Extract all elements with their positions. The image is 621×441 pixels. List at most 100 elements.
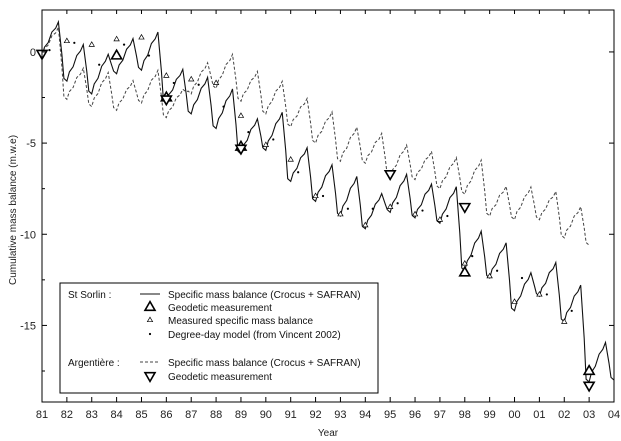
x-tick-label: 96 <box>409 409 421 421</box>
degree-day-point <box>371 207 374 210</box>
degree-day-point <box>545 293 548 296</box>
geodetic-marker-argentiere <box>234 144 248 156</box>
x-tick-label: 93 <box>334 409 346 421</box>
x-tick-label: 85 <box>135 409 147 421</box>
y-tick-label: 0 <box>30 47 36 59</box>
measured-balance-marker <box>113 35 120 42</box>
degree-day-point <box>122 43 126 46</box>
degree-day-point <box>147 54 151 57</box>
geodetic-marker-argentiere <box>582 381 596 393</box>
y-tick-label: -5 <box>26 138 36 150</box>
measured-balance-marker <box>337 210 344 217</box>
measured-balance-marker <box>237 112 245 118</box>
degree-day-point <box>73 41 76 44</box>
x-tick-label: 97 <box>434 409 446 421</box>
measured-balance-marker <box>312 192 319 199</box>
measured-balance-marker <box>262 141 270 147</box>
measured-balance-marker <box>362 221 369 228</box>
measured-balance-marker <box>511 298 518 304</box>
measured-balance-marker <box>411 210 419 217</box>
degree-day-point <box>446 214 449 218</box>
legend-entry: Specific mass balance (Crocus + SAFRAN) <box>168 290 361 301</box>
legend-entry: Geodetic measurement <box>168 303 272 314</box>
degree-day-point <box>421 209 424 212</box>
x-tick-label: 81 <box>36 409 48 421</box>
x-tick-label: 04 <box>608 409 620 421</box>
geodetic-marker-st-sorlin <box>110 48 123 60</box>
measured-balance-marker <box>287 156 294 162</box>
x-tick-label: 87 <box>185 409 197 421</box>
degree-day-point <box>48 49 51 52</box>
degree-day-point <box>570 309 573 312</box>
plot-lines <box>41 19 615 383</box>
legend-entry: Geodetic measurement <box>168 372 272 383</box>
legend-entry: Specific mass balance (Crocus + SAFRAN) <box>168 358 361 369</box>
measured-balance-marker <box>461 259 468 266</box>
x-tick-label: 82 <box>61 409 73 421</box>
geodetic-marker-argentiere <box>458 202 472 214</box>
y-tick-label: -15 <box>20 320 36 332</box>
legend-swatch-measured <box>146 316 154 323</box>
geodetic-marker-argentiere <box>159 95 173 107</box>
geodetic-marker-st-sorlin <box>458 265 472 277</box>
plot-frame <box>41 9 615 403</box>
legend-swatch-dot <box>148 332 152 336</box>
x-tick-label: 92 <box>309 409 321 421</box>
x-tick-label: 84 <box>110 409 122 421</box>
x-tick-label: 88 <box>210 409 222 421</box>
degree-day-point <box>247 131 250 134</box>
measured-balance-marker <box>561 318 568 324</box>
legend-entry: Measured specific mass balance <box>168 316 314 327</box>
x-tick-label: 90 <box>260 409 272 421</box>
series-st-sorlin-line <box>41 19 615 383</box>
legend-group-label: St Sorlin : <box>68 290 111 301</box>
x-tick-label: 95 <box>384 409 396 421</box>
y-axis-title: Cumulative mass balance (m.w.e) <box>8 135 19 285</box>
x-tick-label: 00 <box>508 409 520 421</box>
x-axis-title: Year <box>318 428 339 439</box>
degree-day-point <box>321 194 325 198</box>
geodetic-marker-argentiere <box>383 170 397 182</box>
measured-balance-marker <box>63 37 71 44</box>
geodetic-marker-st-sorlin <box>582 364 596 376</box>
x-tick-label: 83 <box>86 409 98 421</box>
x-tick-label: 98 <box>459 409 471 421</box>
axis-ticks: 81 82 83 84 85 86 87 88 89 90 91 92 93 94 95 96 97 98 99 00… <box>20 10 620 421</box>
degree-day-point <box>222 105 225 108</box>
degree-day-point <box>172 81 175 85</box>
legend: St Sorlin : Specific mass balance (Crocus… <box>59 282 379 394</box>
x-tick-label: 99 <box>484 409 496 421</box>
measured-balance-marker <box>486 272 493 279</box>
degree-day-point <box>520 276 524 280</box>
degree-day-point <box>98 63 101 66</box>
measured-balance-marker <box>138 33 145 40</box>
degree-day-point <box>272 138 275 141</box>
measured-balance-marker <box>188 75 195 82</box>
degree-day-point <box>197 83 200 86</box>
x-tick-label: 91 <box>285 409 297 421</box>
degree-day-point <box>471 255 474 258</box>
measured-balance-marker <box>163 72 170 78</box>
legend-group-label: Argentière : <box>68 358 120 369</box>
measured-balance-marker <box>436 216 444 222</box>
x-tick-label: 86 <box>160 409 172 421</box>
measured-balance-marker <box>386 203 394 209</box>
measured-balance-marker <box>212 79 220 85</box>
x-tick-label: 02 <box>558 409 570 421</box>
degree-day-point <box>297 171 300 174</box>
x-tick-label: 89 <box>235 409 247 421</box>
measured-balance-marker <box>88 41 95 47</box>
legend-entry: Degree-day model (from Vincent 2002) <box>168 330 341 341</box>
measured-balance-marker <box>536 290 543 297</box>
legend-swatch-geodetic-up <box>143 300 157 312</box>
y-tick-label: -10 <box>20 229 36 241</box>
degree-day-point <box>346 207 349 210</box>
x-tick-label: 03 <box>583 409 595 421</box>
legend-swatch-geodetic-down <box>143 371 157 383</box>
legend-box <box>59 282 379 394</box>
x-tick-label: 01 <box>533 409 545 421</box>
degree-day-point <box>496 269 499 272</box>
x-tick-label: 94 <box>359 409 371 421</box>
degree-day-point <box>396 202 399 205</box>
